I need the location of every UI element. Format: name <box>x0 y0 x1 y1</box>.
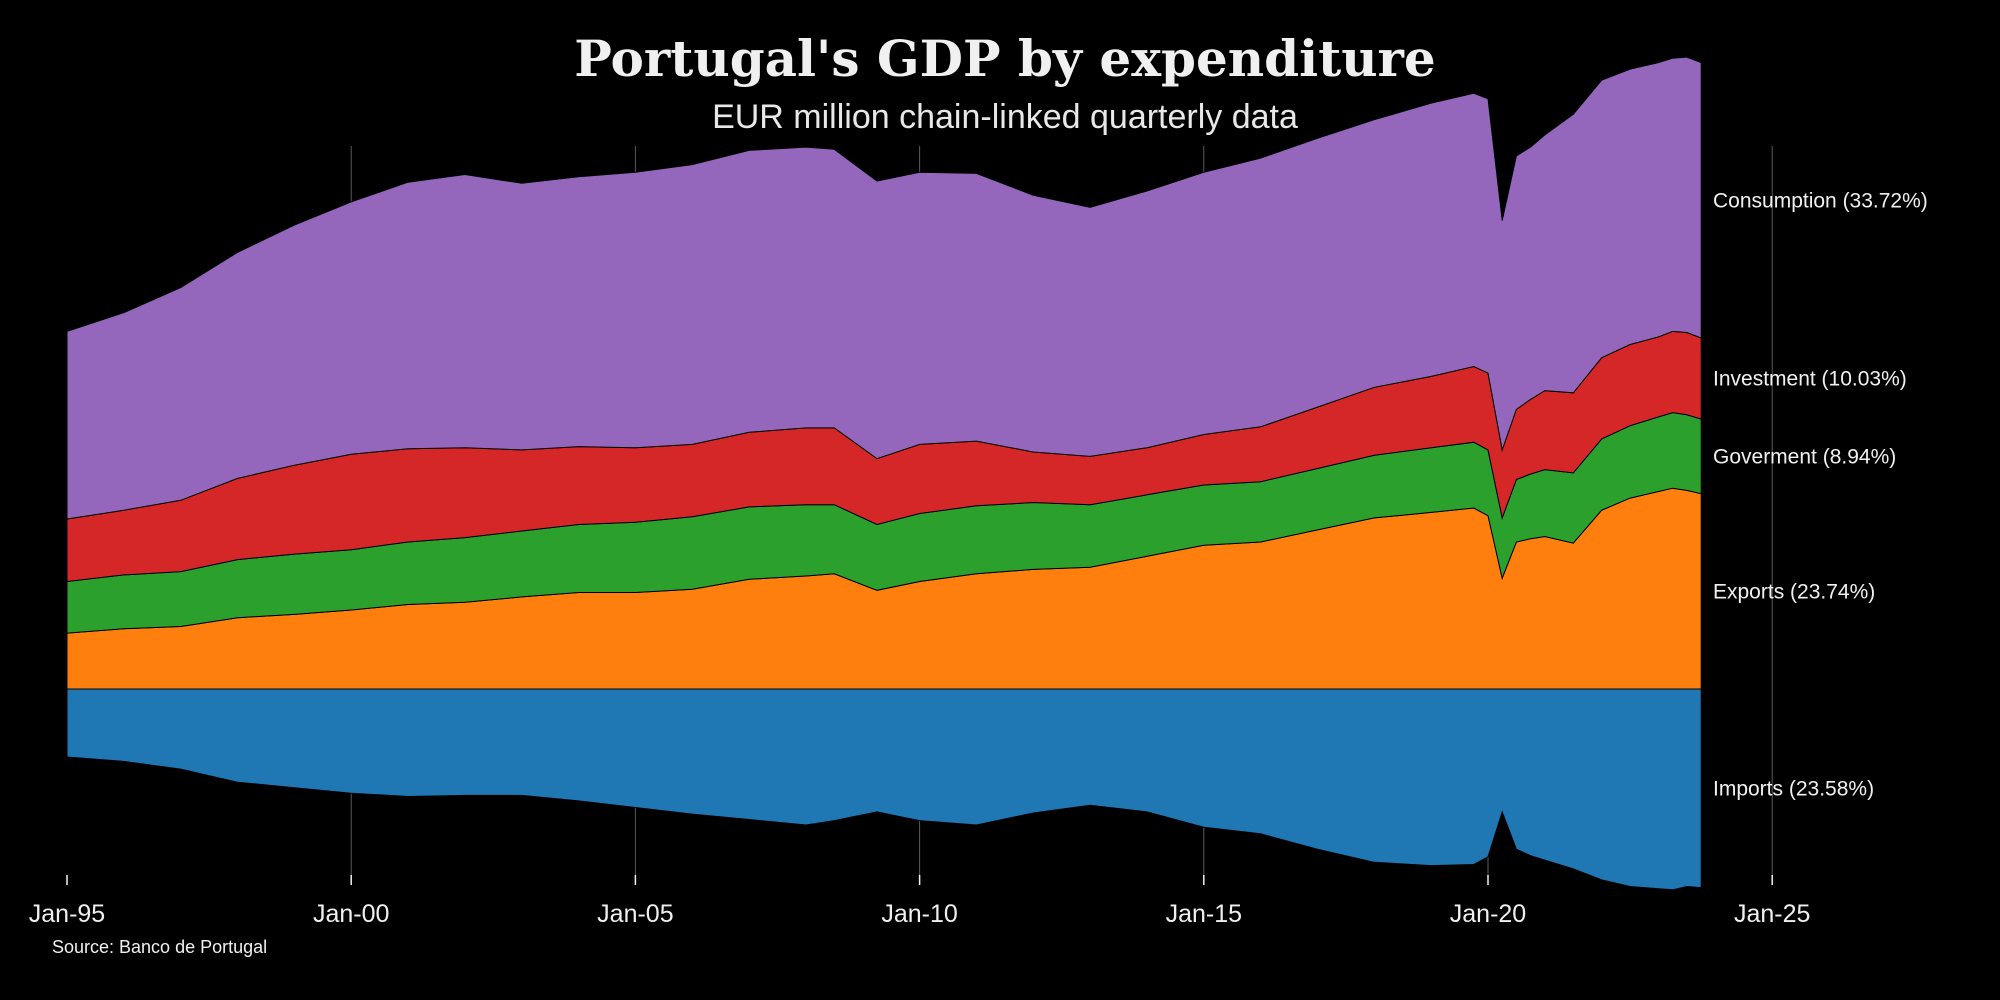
area-consumption <box>66 56 1702 520</box>
area-imports <box>66 688 1702 891</box>
series-areas <box>66 56 1702 891</box>
series-label-exports: Exports (23.74%) <box>1713 580 1875 603</box>
series-label-investment: Investment (10.03%) <box>1713 368 1907 391</box>
series-labels: Imports (23.58%) Exports (23.74%) Govermen… <box>1713 189 1928 800</box>
x-tick-label-6: Jan-25 <box>1734 900 1810 928</box>
series-label-consumption: Consumption (33.72%) <box>1713 189 1928 212</box>
x-tick-label-0: Jan-95 <box>29 900 105 928</box>
x-tick-label-2: Jan-05 <box>597 900 673 928</box>
chart-subtitle: EUR million chain-linked quarterly data <box>712 98 1298 136</box>
x-axis: Jan-95 Jan-00 Jan-05 Jan-10 Jan-15 Jan-20 Jan-… <box>29 875 1810 928</box>
series-label-imports: Imports (23.58%) <box>1713 777 1874 800</box>
x-tick-label-5: Jan-20 <box>1450 900 1526 928</box>
source-note: Source: Banco de Portugal <box>52 937 267 957</box>
x-tick-label-4: Jan-15 <box>1166 900 1242 928</box>
chart-title: Portugal's GDP by expenditure <box>574 29 1435 88</box>
x-tick-label-1: Jan-00 <box>313 900 389 928</box>
series-label-goverment: Goverment (8.94%) <box>1713 445 1896 468</box>
x-tick-label-3: Jan-10 <box>881 900 957 928</box>
